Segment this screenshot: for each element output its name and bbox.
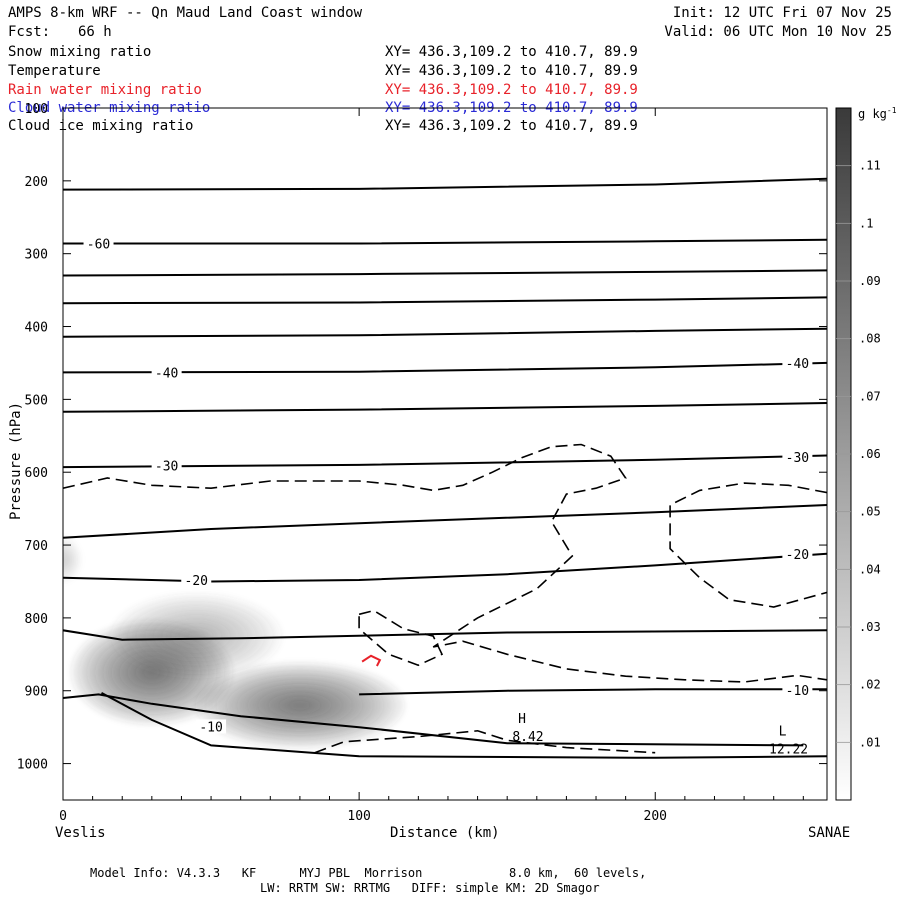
isotherm-label-bg-5-1 [782, 355, 813, 370]
chart-title: AMPS 8-km WRF -- Qn Maud Land Coast wind… [8, 5, 363, 21]
contour-labels: -60 -40 -40 -30 -30 -20 -20 -10 -10 H 8.42 L 12.22 [83, 236, 813, 758]
snow-shading [71, 593, 405, 748]
y-tick-label-900: 900 [25, 685, 48, 700]
legend-temperature: Temperature [8, 63, 101, 79]
colorbar-label-4: .05 [859, 505, 881, 519]
isotherm-3 [63, 296, 827, 305]
extremum-letter-1: L [779, 725, 787, 740]
legend-cloud-ice: Cloud ice mixing ratio [8, 118, 194, 134]
legend-snow: Snow mixing ratio [8, 44, 152, 60]
rain-contours [361, 654, 382, 667]
colorbar-label-1: .02 [859, 678, 881, 692]
x-axis-label: Distance (km) [390, 825, 500, 841]
plot-frame [62, 107, 828, 801]
y-tick-label-300: 300 [25, 248, 48, 263]
isotherm-label-bg-12-0 [196, 719, 227, 734]
forecast-hours: 66 h [78, 24, 112, 40]
extremum-value-1: 12.22 [769, 743, 808, 758]
isotherm-label-1-0: -60 [87, 237, 110, 252]
x-tick-label-0: 0 [59, 809, 67, 824]
colorbar-label-9: .1 [859, 216, 873, 230]
isotherm-label-7-0: -30 [155, 460, 178, 475]
y-tick-label-700: 700 [25, 539, 48, 554]
y-tick-label-400: 400 [25, 321, 48, 336]
isotherm-label-5-1: -40 [786, 357, 809, 372]
valid-time: Valid: 06 UTC Mon 10 Nov 25 [664, 24, 892, 40]
cloud-ice-contours [63, 443, 827, 754]
temperature-contours [63, 177, 827, 759]
legend-rain-xy: XY= 436.3,109.2 to 410.7, 89.9 [385, 82, 638, 98]
isotherm-label-12-0: -10 [199, 720, 222, 735]
legend-cloud-ice-xy: XY= 436.3,109.2 to 410.7, 89.9 [385, 118, 638, 134]
rain-contour [361, 654, 382, 667]
y-tick-label-800: 800 [25, 612, 48, 627]
colorbar: .01 .02 .03 .04 .05 .06 .07 .08 .09 .1 .11 [835, 107, 881, 801]
isotherm-label-7-1: -30 [786, 451, 809, 466]
cloud-ice-contour-0 [63, 443, 827, 683]
isotherm-label-bg-7-1 [782, 449, 813, 464]
y-axis-label-wrap: Pressure (hPa) [0, 270, 32, 520]
y-tick-label-100: 100 [25, 102, 48, 117]
axes: 100 200 300 400 500 600 700 800 900 1000 0 100 200 [17, 102, 827, 824]
colorbar-label-0: .01 [859, 735, 881, 749]
isotherm-label-bg-9-1 [782, 546, 813, 561]
colorbar-label-5: .06 [859, 447, 881, 461]
colorbar-label-2: .03 [859, 620, 881, 634]
y-tick-label-600: 600 [25, 466, 48, 481]
endpoint-left: Veslis [55, 825, 106, 841]
isotherm-4 [63, 327, 827, 338]
isotherm-label-5-0: -40 [155, 366, 178, 381]
isotherm-7 [63, 454, 827, 469]
isotherm-label-9-0: -20 [185, 574, 208, 589]
isotherm-label-bg-1-0 [83, 236, 114, 251]
isotherm-1 [63, 238, 827, 245]
isotherm-2 [63, 269, 827, 277]
isotherm-11 [359, 688, 827, 696]
init-time: Init: 12 UTC Fri 07 Nov 25 [672, 5, 892, 21]
isotherm-10 [63, 629, 827, 641]
y-tick-label-1000: 1000 [17, 758, 48, 773]
isotherm-label-bg-5-0 [151, 365, 182, 380]
y-axis-label: Pressure (hPa) [8, 401, 24, 520]
isotherm-0 [63, 177, 827, 191]
isotherm-label-9-1: -20 [786, 548, 809, 563]
isotherm-8 [63, 504, 827, 539]
isotherm-9 [63, 552, 827, 583]
y-tick-label-500: 500 [25, 393, 48, 408]
colorbar-label-3: .04 [859, 562, 881, 576]
y-tick-label-200: 200 [25, 175, 48, 190]
x-tick-label-200: 200 [644, 809, 667, 824]
isotherm-label-11-0: -10 [786, 684, 809, 699]
isotherm-label-bg-7-0 [151, 458, 182, 473]
legend-snow-xy: XY= 436.3,109.2 to 410.7, 89.9 [385, 44, 638, 60]
isotherm-12 [63, 693, 804, 747]
forecast-label: Fcst: [8, 24, 51, 40]
model-info: Model Info: V4.3.3 KF MYJ PBL Morrison 8… [90, 866, 647, 880]
cloud-ice-contour-1 [358, 609, 444, 667]
colorbar-label-6: .07 [859, 389, 881, 403]
isotherm-6 [63, 402, 827, 413]
isotherm-13 [101, 692, 827, 759]
endpoint-right: SANAE [808, 825, 851, 841]
colorbar-label-8: .09 [859, 274, 881, 288]
model-physics: LW: RRTM SW: RRTMG DIFF: simple KM: 2D S… [260, 881, 600, 895]
colorbar-label-10: .11 [859, 159, 881, 173]
cloud-ice-contour-2 [669, 482, 827, 608]
x-tick-label-100: 100 [347, 809, 370, 824]
colorbar-unit: g kg-1 [858, 106, 897, 121]
isotherm-label-bg-9-0 [181, 573, 212, 588]
legend-rain: Rain water mixing ratio [8, 82, 202, 98]
snow-maximum-1-level-1 [289, 701, 311, 710]
extremum-value-0: 8.42 [512, 730, 543, 745]
extremum-letter-0: H [518, 712, 526, 727]
isotherm-label-bg-11-0 [782, 683, 813, 698]
cloud-ice-contour-3 [314, 729, 656, 754]
isotherm-5 [63, 361, 827, 374]
colorbar-label-7: .08 [859, 332, 881, 346]
legend-temperature-xy: XY= 436.3,109.2 to 410.7, 89.9 [385, 63, 638, 79]
